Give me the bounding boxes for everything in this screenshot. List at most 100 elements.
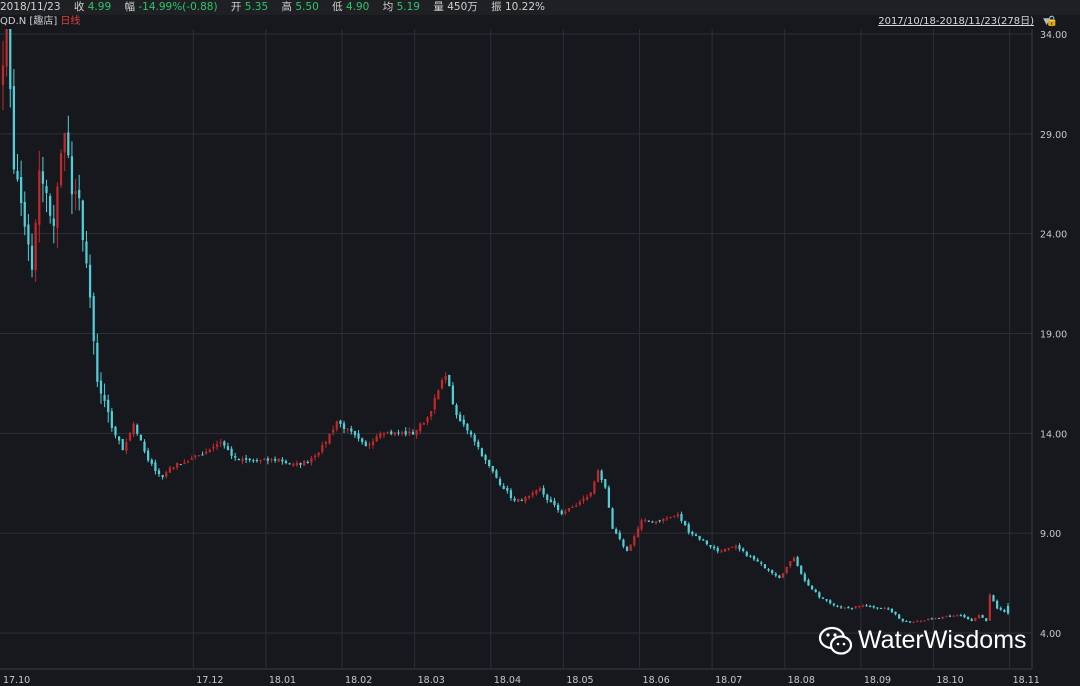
candle-body: [702, 539, 705, 541]
candle-body: [571, 507, 574, 509]
candle-body: [905, 621, 908, 623]
low-label: 低: [332, 1, 343, 13]
candle-body: [538, 488, 542, 491]
candle-body: [517, 498, 520, 502]
x-tick-label: 18.05: [566, 675, 593, 686]
candle-body: [803, 573, 806, 581]
candle-body: [615, 529, 618, 534]
candle-body: [869, 605, 872, 607]
candle-body: [350, 428, 353, 432]
candle-body: [440, 379, 444, 389]
candle-body: [339, 420, 342, 424]
candle-body: [948, 615, 952, 617]
candle-body: [38, 170, 41, 225]
candle-body: [390, 431, 393, 435]
candle-body: [197, 455, 201, 457]
range-dropdown-icon[interactable]: ▼: [1043, 17, 1050, 27]
candle-body: [774, 573, 777, 576]
candle-body: [88, 264, 92, 298]
candle-body: [462, 419, 465, 425]
y-tick-label: 9.00: [1040, 529, 1061, 540]
candle-body: [535, 490, 538, 494]
candle-body: [223, 441, 226, 446]
candle-body: [157, 470, 161, 475]
candle-body: [658, 520, 661, 522]
candle-body: [121, 439, 124, 451]
candle-body: [988, 594, 991, 621]
y-tick-label: 34.00: [1040, 30, 1067, 41]
candle-body: [165, 472, 168, 477]
candle-body: [49, 195, 52, 216]
candle-body: [241, 458, 244, 462]
candle-body: [74, 191, 77, 195]
candle-body: [317, 452, 320, 456]
candle-body: [473, 434, 476, 442]
candle-body: [20, 176, 23, 204]
candle-body: [67, 132, 70, 156]
candle-body: [1006, 606, 1010, 614]
chart-subheader: QD.N [趣店] 日线 2017/10/18-2018/11/23(278日)…: [0, 15, 1080, 29]
low-value: 4.90: [345, 1, 370, 13]
candle-body: [898, 614, 901, 619]
candle-body: [680, 513, 683, 521]
candle-body: [879, 607, 883, 609]
candle-body: [847, 607, 850, 609]
x-tick-label: 17.10: [3, 675, 30, 686]
x-tick-label: 17.12: [196, 675, 223, 686]
candle-body: [796, 557, 799, 566]
lock-icon[interactable]: 🔒: [1045, 16, 1058, 27]
candle-body: [843, 607, 846, 609]
candle-body: [259, 460, 262, 462]
candle-body: [839, 606, 843, 608]
candle-body: [85, 241, 88, 264]
amplitude-label: 振: [491, 1, 502, 13]
candle-body: [738, 545, 741, 550]
candle-body: [81, 200, 84, 240]
candle-body: [59, 153, 63, 186]
candle-body: [288, 463, 291, 465]
candle-body: [41, 171, 45, 184]
candle-body: [292, 464, 295, 466]
candle-body: [956, 615, 959, 617]
candle-body: [564, 511, 567, 514]
candle-body: [5, 29, 8, 67]
candle-body: [368, 444, 371, 446]
candle-body: [277, 458, 280, 462]
amplitude-value: 10.22%: [504, 1, 546, 13]
candle-body: [306, 461, 309, 463]
candle-body: [916, 621, 919, 623]
candle-body: [789, 561, 792, 567]
candle-body: [103, 395, 106, 401]
candle-body: [495, 470, 498, 478]
candle-body: [379, 433, 382, 438]
candle-body: [607, 487, 611, 508]
candle-body: [154, 462, 157, 471]
candle-body: [263, 458, 266, 460]
candle-body: [556, 504, 560, 511]
chart-grid: [0, 29, 1033, 670]
candle-body: [981, 615, 984, 618]
date-range-selector[interactable]: 2017/10/18-2018/11/23(278日): [878, 16, 1034, 27]
candle-body: [687, 524, 690, 533]
candle-body: [872, 606, 875, 608]
candle-body: [767, 568, 770, 571]
candle-body: [422, 423, 425, 425]
candle-body: [582, 498, 585, 501]
candle-body: [716, 547, 719, 552]
y-tick-label: 4.00: [1040, 629, 1061, 640]
candle-body: [477, 441, 480, 448]
candle-body: [143, 441, 146, 452]
candle-body: [491, 465, 494, 472]
candle-body: [633, 536, 636, 546]
candle-body: [586, 496, 589, 500]
candle-body: [807, 580, 810, 586]
period-label[interactable]: 日线: [60, 16, 81, 27]
candle-body: [430, 410, 433, 417]
candle-body: [96, 342, 99, 382]
candle-body: [506, 488, 509, 491]
change-value: -14.99%(-0.88): [138, 1, 218, 13]
candle-body: [861, 605, 864, 607]
candle-body: [865, 605, 868, 607]
candle-body: [575, 505, 578, 507]
candle-body: [27, 224, 30, 245]
